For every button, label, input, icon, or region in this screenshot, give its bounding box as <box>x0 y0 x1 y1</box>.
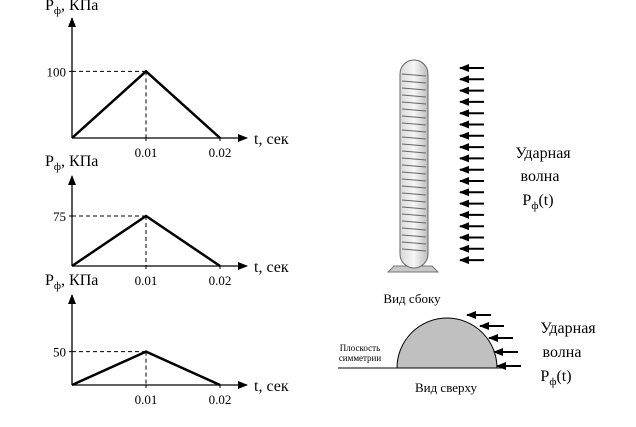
stripe <box>401 220 427 224</box>
wave-arrows <box>459 64 484 265</box>
line <box>71 69 221 139</box>
stripe <box>401 80 427 84</box>
wave-label: Pф(t) <box>522 192 553 212</box>
stripe <box>401 192 427 196</box>
stripe <box>401 73 427 77</box>
stripe <box>401 129 427 133</box>
wave-label: Pф(t) <box>540 368 571 388</box>
x-tick-label: 0.01 <box>135 392 158 407</box>
stripe <box>401 213 427 217</box>
stripe <box>401 122 427 126</box>
stripes <box>401 73 427 252</box>
stripe <box>401 185 427 189</box>
stripe <box>401 234 427 238</box>
y-axis-label: Pф, КПа <box>45 272 98 292</box>
stripe <box>401 87 427 91</box>
base-plate <box>386 265 440 273</box>
plane-label: Плоскость <box>340 343 380 353</box>
wave-label: волна <box>521 168 560 185</box>
stripe <box>401 136 427 140</box>
plane-label: симметрии <box>339 353 382 363</box>
stripe <box>401 199 427 203</box>
x-tick-label: 0.01 <box>135 145 158 160</box>
stripe <box>401 115 427 119</box>
stripe <box>401 227 427 231</box>
stripe <box>401 94 427 98</box>
chart: Pф, КПа t, сек 50 0.01 0.02 <box>45 272 289 407</box>
chart: Pф, КПа t, сек 100 0.01 0.02 <box>45 0 289 160</box>
x-tick-label: 0.02 <box>209 145 232 160</box>
wave-arrows <box>466 311 521 370</box>
side-view: Ударная волна Pф(t) Вид сбоку <box>383 59 571 306</box>
stripe <box>401 157 427 161</box>
wave-label: волна <box>543 344 582 361</box>
line <box>71 350 221 387</box>
x-tick-label: 0.02 <box>209 273 232 288</box>
stripe <box>401 108 427 112</box>
x-tick-label: 0.01 <box>135 273 158 288</box>
y-axis-label: Pф, КПа <box>45 0 98 17</box>
x-axis-label: t, сек <box>254 259 289 276</box>
y-tick-label: 100 <box>47 64 67 79</box>
chart: Pф, КПа t, сек 75 0.01 0.02 <box>45 153 289 288</box>
wave-label: Ударная <box>540 320 596 337</box>
stripe <box>401 178 427 182</box>
stripe <box>401 206 427 210</box>
x-tick-label: 0.02 <box>209 392 232 407</box>
stripe <box>401 241 427 245</box>
top-view: Плоскость симметрии Вид сверху Ударная в… <box>338 311 596 395</box>
line <box>71 214 221 268</box>
caption: Вид сверху <box>415 380 478 395</box>
y-axis-label: Pф, КПа <box>45 153 98 173</box>
y-tick-label: 75 <box>53 209 66 224</box>
stripe <box>401 248 427 252</box>
y-tick-label: 50 <box>53 345 66 360</box>
x-axis-label: t, сек <box>254 378 289 395</box>
stripe <box>401 164 427 168</box>
stripe <box>401 150 427 154</box>
stripe <box>401 143 427 147</box>
x-axis-label: t, сек <box>254 131 289 148</box>
stripe <box>401 171 427 175</box>
stripe <box>401 101 427 105</box>
wave-label: Ударная <box>515 145 571 162</box>
caption: Вид сбоку <box>383 291 441 306</box>
